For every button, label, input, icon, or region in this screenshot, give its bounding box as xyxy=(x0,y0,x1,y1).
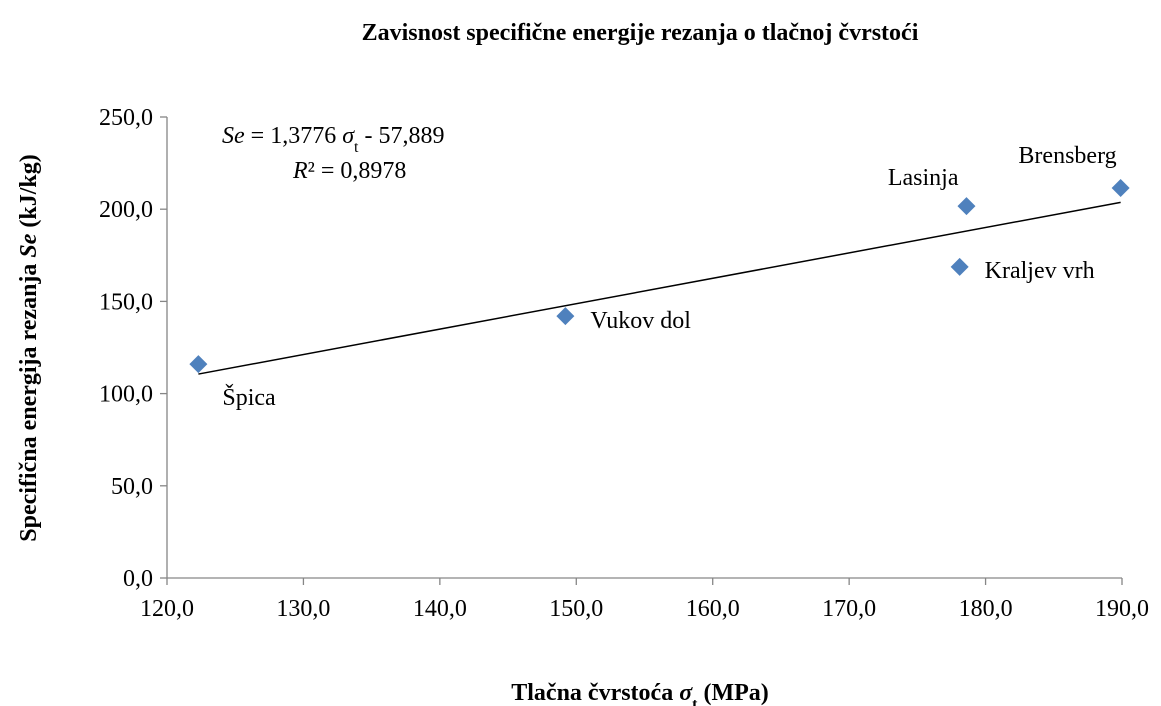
y-tick-label: 100,0 xyxy=(99,382,153,408)
x-label-part: t xyxy=(692,696,698,706)
x-tick-label: 130,0 xyxy=(276,596,330,622)
y-label-part: (kJ/kg) xyxy=(16,154,42,233)
point-label: Špica xyxy=(222,384,276,411)
equation-part: σ xyxy=(342,123,355,149)
point-label: Brensberg xyxy=(1018,143,1116,169)
y-tick-label: 50,0 xyxy=(111,474,153,500)
x-tick-label: 170,0 xyxy=(822,596,876,622)
equation-part: = 1,3776 xyxy=(245,123,343,149)
x-tick-label: 150,0 xyxy=(549,596,603,622)
point xyxy=(950,257,969,276)
equation-part: t xyxy=(354,139,359,156)
y-tick-label: 250,0 xyxy=(99,105,153,131)
trend-equation: Se = 1,3776 σt - 57,889 xyxy=(222,123,445,156)
point-label: Kraljev vrh xyxy=(985,258,1095,284)
x-tick-label: 190,0 xyxy=(1095,596,1149,622)
point-label: Lasinja xyxy=(888,165,959,191)
point xyxy=(189,355,208,374)
y-label-part: Specifična energija rezanja xyxy=(16,258,42,542)
y-label-part: Se xyxy=(16,233,42,257)
y-tick-label: 150,0 xyxy=(99,289,153,315)
x-label-part: Tlačna čvrstoća xyxy=(511,680,679,706)
point xyxy=(957,197,976,216)
equation-part: Se xyxy=(222,123,245,149)
y-axis-label: Specifična energija rezanja Se (kJ/kg) xyxy=(16,154,42,542)
x-label-part: σ xyxy=(679,680,693,706)
y-tick-label: 200,0 xyxy=(99,197,153,223)
x-tick-label: 140,0 xyxy=(413,596,467,622)
trend-r2: R² = 0,8978 xyxy=(292,158,406,184)
r2-part: ² = 0,8978 xyxy=(308,158,407,184)
x-tick-label: 180,0 xyxy=(959,596,1013,622)
y-tick-label: 0,0 xyxy=(123,566,153,592)
point xyxy=(1111,178,1130,197)
point xyxy=(556,307,575,326)
r2-part: R xyxy=(292,158,308,184)
equation-part: - 57,889 xyxy=(359,123,445,149)
trendline xyxy=(198,201,1121,375)
x-tick-label: 160,0 xyxy=(686,596,740,622)
point-label: Vukov dol xyxy=(590,308,691,334)
x-label-part: (MPa) xyxy=(697,680,768,706)
x-axis-label: Tlačna čvrstoća σt (MPa) xyxy=(511,680,769,706)
x-tick-label: 120,0 xyxy=(140,596,194,622)
chart-title: Zavisnost specifične energije rezanja o … xyxy=(362,20,919,46)
